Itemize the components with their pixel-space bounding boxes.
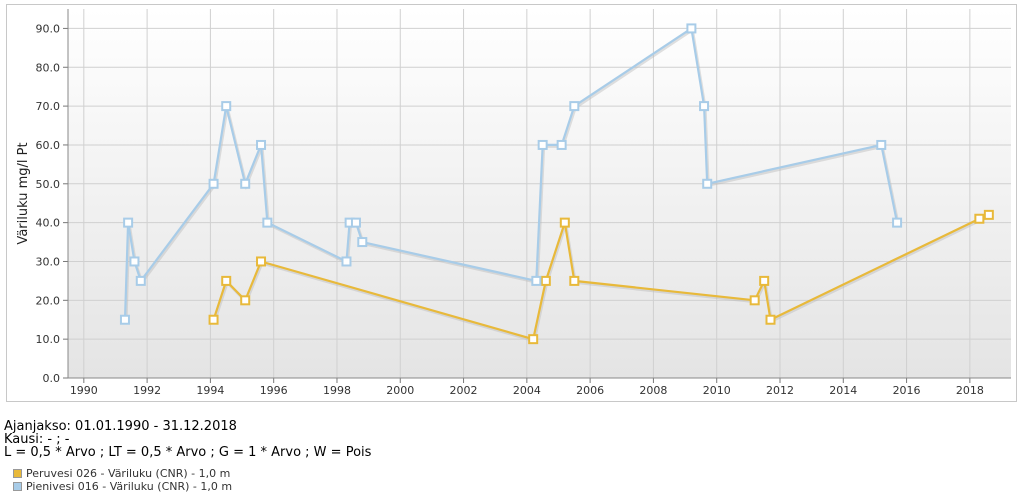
x-tick-label: 1996 [260,384,288,397]
legend-swatch-peruvesi [13,468,22,478]
data-point-0 [974,213,985,224]
data-point-0 [569,275,580,286]
y-tick-label: 40.0 [36,217,61,230]
x-tick-label: 2004 [513,384,541,397]
data-point-1 [876,139,887,150]
data-point-1 [357,237,368,248]
x-tick-label: 2012 [766,384,794,397]
legend-label-pienivesi: Pienivesi 016 - Väriluku (CNR) - 1,0 m [26,479,233,493]
data-point-0 [983,209,994,220]
y-tick-label: 80.0 [36,61,61,74]
period-text: Ajanjakso: 01.01.1990 - 31.12.2018 [4,419,237,434]
y-tick-label: 30.0 [36,255,61,268]
data-point-1 [123,217,134,228]
legend-swatch-pienivesi [13,481,22,491]
data-point-1 [256,139,267,150]
data-point-0 [759,275,770,286]
y-tick-label: 10.0 [36,333,61,346]
legend-label-peruvesi: Peruvesi 026 - Väriluku (CNR) - 1,0 m [26,466,231,480]
y-tick-label: 90.0 [36,22,61,35]
x-tick-label: 2010 [703,384,731,397]
y-tick-label: 20.0 [36,294,61,307]
chart-svg: 0.0 10.0 20.0 30.0 40.0 50.0 60.0 70.0 80.0 90.0 1… [16,9,1011,397]
x-tick-label: 2016 [893,384,921,397]
x-tick-label: 1998 [323,384,351,397]
data-point-1 [569,101,580,112]
legend-item-pienivesi[interactable]: Pienivesi 016 - Väriluku (CNR) - 1,0 m [13,479,233,493]
axes: 0.0 10.0 20.0 30.0 40.0 50.0 60.0 70.0 80.0 90.0 1… [36,9,1011,397]
x-tick-label: 2008 [639,384,667,397]
y-tick-label: 0.0 [43,372,61,385]
data-point-1 [221,101,232,112]
x-tick-label: 2018 [956,384,984,397]
y-tick-label: 50.0 [36,178,61,191]
data-point-1 [702,178,713,189]
data-point-1 [699,101,710,112]
data-point-0 [208,314,219,325]
data-point-1 [119,314,130,325]
data-point-0 [765,314,776,325]
data-point-0 [559,217,570,228]
data-point-1 [556,139,567,150]
x-tick-label: 1992 [133,384,161,397]
x-tick-label: 2000 [386,384,414,397]
data-point-1 [686,23,697,34]
data-point-1 [341,256,352,267]
data-point-0 [749,295,760,306]
data-point-1 [262,217,273,228]
y-tick-label: 60.0 [36,139,61,152]
x-tick-label: 2006 [576,384,604,397]
data-point-0 [240,295,251,306]
data-point-0 [540,275,551,286]
data-point-1 [892,217,903,228]
series-layer [119,23,994,345]
data-point-0 [528,334,539,345]
y-tick-label: 70.0 [36,100,61,113]
data-point-1 [135,275,146,286]
x-tick-label: 2002 [450,384,478,397]
legend-item-peruvesi[interactable]: Peruvesi 026 - Väriluku (CNR) - 1,0 m [13,466,231,480]
formula-text: L = 0,5 * Arvo ; LT = 0,5 * Arvo ; G = 1… [4,445,372,460]
data-point-1 [240,178,251,189]
data-point-0 [221,275,232,286]
data-point-0 [256,256,267,267]
data-point-1 [531,275,542,286]
data-point-1 [208,178,219,189]
y-axis-label: Väriluku mg/l Pt [16,142,31,244]
x-tick-label: 2014 [829,384,857,397]
chart-area: 0.0 10.0 20.0 30.0 40.0 50.0 60.0 70.0 80.0 90.0 1… [6,4,1017,402]
x-tick-label: 1990 [70,384,98,397]
data-point-1 [129,256,140,267]
data-point-1 [350,217,361,228]
x-tick-label: 1994 [196,384,224,397]
season-text: Kausi: - ; - [4,432,70,447]
data-point-1 [537,139,548,150]
